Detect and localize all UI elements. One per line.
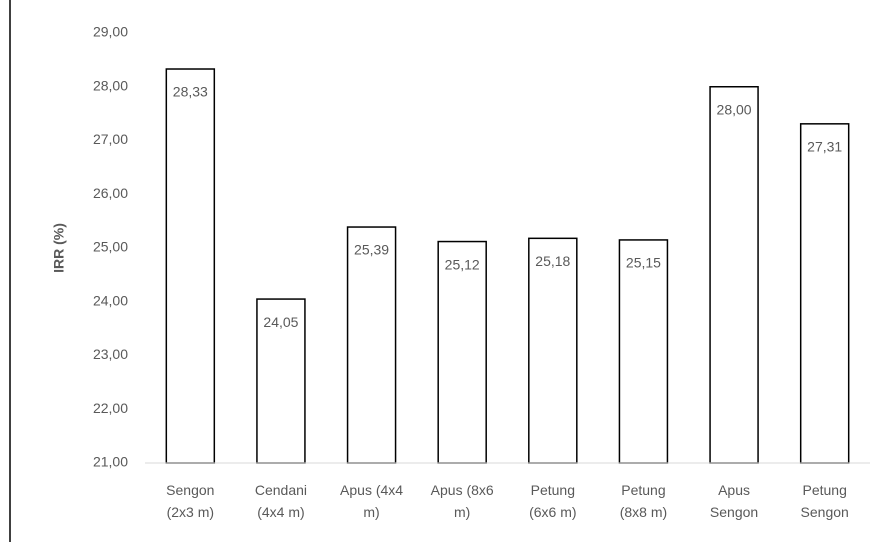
y-tick-label: 25,00 bbox=[93, 239, 128, 255]
x-tick-label: Petung (6x6 m) bbox=[529, 482, 577, 520]
y-tick-label: 28,00 bbox=[93, 77, 128, 93]
x-tick-label: Cendani (4x4 m) bbox=[254, 482, 308, 520]
value-label: 25,15 bbox=[626, 255, 661, 271]
x-tick-label: Petung (8x8 m) bbox=[619, 482, 668, 520]
value-label: 24,05 bbox=[263, 314, 298, 330]
y-tick-label: 29,00 bbox=[93, 24, 128, 40]
value-label: 27,31 bbox=[807, 139, 842, 155]
x-tick-label: Petung Sengon bbox=[800, 482, 849, 520]
bar bbox=[346, 226, 397, 464]
value-label: 25,12 bbox=[445, 256, 480, 272]
x-tick-label: Sengon (2x3 m) bbox=[166, 482, 215, 520]
bar bbox=[437, 240, 487, 464]
value-label: 28,00 bbox=[717, 101, 752, 117]
bar bbox=[799, 123, 850, 464]
bar bbox=[165, 68, 216, 464]
value-label: 25,18 bbox=[535, 253, 570, 269]
value-label: 28,33 bbox=[173, 84, 208, 100]
y-tick-label: 21,00 bbox=[93, 454, 128, 470]
x-tick-label: Apus Sengon bbox=[709, 482, 759, 520]
x-tick-label: Apus (4x4 m) bbox=[340, 482, 404, 520]
value-label: 25,39 bbox=[354, 242, 389, 258]
y-tick-label: 23,00 bbox=[93, 346, 128, 362]
bar bbox=[709, 86, 759, 464]
y-axis-label: IRR (%) bbox=[51, 223, 67, 273]
bar bbox=[618, 239, 669, 464]
y-tick-label: 27,00 bbox=[93, 131, 128, 147]
y-tick-label: 26,00 bbox=[93, 185, 128, 201]
x-tick-label: Apus (8x6 m) bbox=[430, 482, 494, 520]
bar bbox=[528, 237, 578, 464]
y-tick-label: 24,00 bbox=[93, 292, 128, 308]
y-tick-label: 22,00 bbox=[93, 400, 128, 416]
